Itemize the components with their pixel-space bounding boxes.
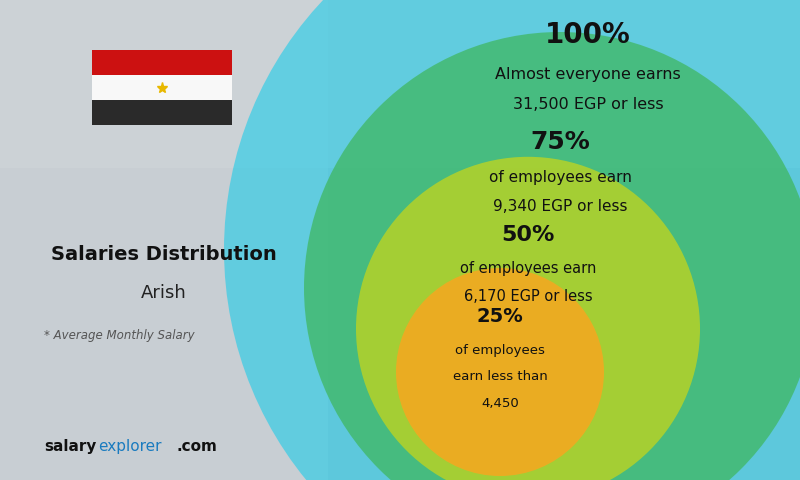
Text: of employees earn: of employees earn (489, 170, 631, 185)
Bar (92, 50, 232, 75)
Ellipse shape (304, 32, 800, 480)
Text: * Average Monthly Salary: * Average Monthly Salary (44, 329, 194, 343)
Text: Salaries Distribution: Salaries Distribution (51, 245, 277, 264)
Text: .com: .com (176, 439, 217, 454)
Text: 50%: 50% (502, 225, 554, 245)
Bar (92, 100, 232, 125)
Bar (0, 0, 800, 168)
Text: earn less than: earn less than (453, 370, 547, 384)
Text: 9,340 EGP or less: 9,340 EGP or less (493, 199, 627, 214)
Ellipse shape (356, 157, 700, 480)
Text: 100%: 100% (545, 21, 631, 48)
Text: 75%: 75% (530, 130, 590, 154)
Text: Almost everyone earns: Almost everyone earns (495, 67, 681, 82)
Text: explorer: explorer (98, 439, 162, 454)
Text: 31,500 EGP or less: 31,500 EGP or less (513, 97, 663, 112)
Ellipse shape (396, 268, 604, 476)
Text: 4,450: 4,450 (481, 396, 519, 410)
Bar (0, 0, 328, 480)
Text: of employees: of employees (455, 344, 545, 357)
Text: 25%: 25% (477, 307, 523, 326)
Text: 6,170 EGP or less: 6,170 EGP or less (464, 289, 592, 304)
Ellipse shape (224, 0, 800, 480)
Bar (92, 75, 232, 100)
Text: salary: salary (44, 439, 96, 454)
Text: of employees earn: of employees earn (460, 261, 596, 276)
Text: Arish: Arish (141, 284, 187, 302)
